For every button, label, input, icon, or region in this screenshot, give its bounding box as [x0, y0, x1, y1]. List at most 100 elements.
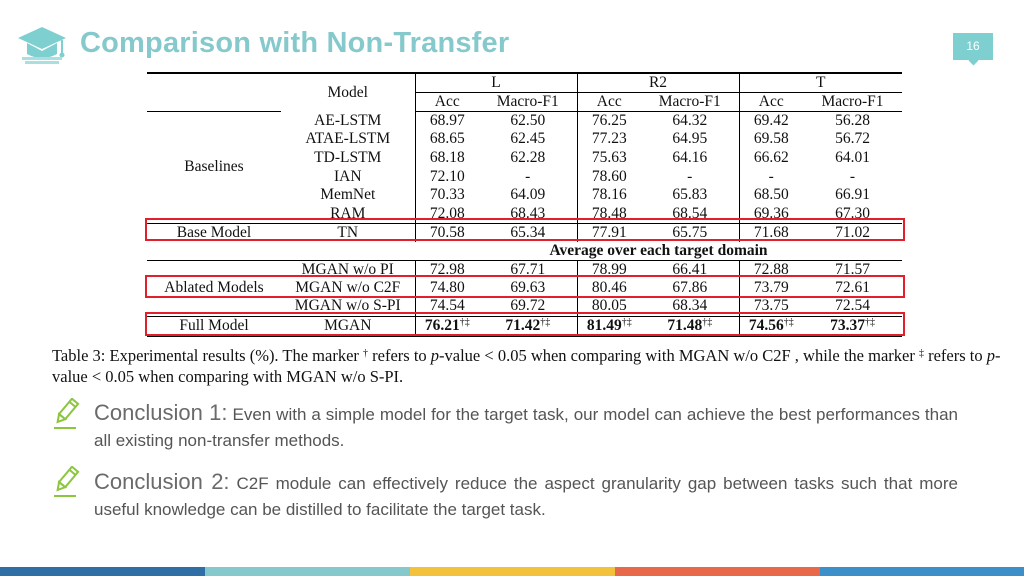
- average-header-row: Average over each target domain: [147, 241, 902, 261]
- table-row: MGAN w/o S-PI 74.54 69.72 80.05 68.34 73…: [147, 297, 902, 317]
- model-name: AE-LSTM: [281, 111, 416, 131]
- model-name: MemNet: [281, 185, 416, 205]
- table-cell: 72.88: [753, 260, 789, 278]
- table-row: MGAN w/o C2F 74.80 69.63 80.46 67.86 73.…: [147, 278, 902, 298]
- table-cell: 64.01: [835, 148, 870, 166]
- table-cell: 77.23: [591, 130, 627, 148]
- table-cell: 67.86: [641, 278, 740, 298]
- conclusion-1: Conclusion 1: Even with a simple model f…: [94, 400, 958, 454]
- table-cell: 65.34: [479, 222, 578, 242]
- model-name: TN: [281, 222, 416, 242]
- table-cell: 66.62: [753, 148, 789, 166]
- results-table: Model L R2 T Acc Macro-F1 Acc Macro-F1 A…: [147, 72, 902, 337]
- table-cell: 72.61: [835, 279, 870, 297]
- conclusion-label: Conclusion 2:: [94, 469, 230, 494]
- score-value: 71.42: [505, 316, 541, 334]
- table-row: MemNet 70.33 64.09 78.16 65.83 68.50 66.…: [147, 185, 902, 205]
- table-cell: 69.42: [753, 112, 789, 130]
- table-cell: 69.72: [479, 297, 578, 317]
- table-cell: 71.68: [739, 222, 803, 242]
- significance-mark: †‡: [783, 316, 794, 328]
- significance-mark: †‡: [540, 316, 551, 328]
- table-cell: 70.33: [429, 186, 465, 204]
- table-caption: Table 3: Experimental results (%). The m…: [52, 346, 1001, 386]
- table-row: ATAE-LSTM 68.65 62.45 77.23 64.95 69.58 …: [147, 130, 902, 149]
- conclusion-text: Even with a simple model for the target …: [94, 405, 958, 450]
- model-name: MGAN w/o C2F: [281, 278, 416, 298]
- table-cell: 68.97: [429, 112, 465, 130]
- metric-header: Macro-F1: [641, 92, 740, 112]
- model-header: Model: [281, 72, 416, 112]
- page-number: 16: [953, 33, 993, 60]
- table-cell: 73.79: [753, 279, 789, 297]
- table-cell: 72.10: [429, 167, 465, 185]
- group-label-ablated: Ablated Models: [164, 279, 264, 297]
- table-cell: 78.60: [591, 167, 627, 185]
- metric-header: Acc: [415, 92, 479, 112]
- table-cell: 66.41: [641, 260, 740, 279]
- graduation-cap-icon: [18, 27, 66, 64]
- table-row-base-model: Base Model TN 70.58 65.34 77.91 65.75 71…: [147, 222, 902, 242]
- table-cell: 73.75: [753, 297, 789, 315]
- domain-header: R2: [577, 72, 740, 93]
- table-cell: 64.95: [641, 130, 740, 149]
- footer-bar-segment: [410, 567, 615, 576]
- score-value: 73.37: [830, 316, 865, 334]
- model-name: MGAN w/o PI: [281, 260, 416, 279]
- metric-header: Macro-F1: [803, 92, 902, 112]
- table-cell: -: [641, 167, 740, 186]
- table-cell: -: [479, 167, 578, 186]
- table-cell: 62.45: [479, 130, 578, 149]
- table-row: Baselines AE-LSTM 68.97 62.50 76.25 64.3…: [147, 111, 902, 175]
- table-cell: 62.28: [479, 148, 578, 168]
- highlight-box-c2f-row: [145, 275, 905, 298]
- significance-mark: †‡: [702, 316, 713, 328]
- table-cell: 75.63: [591, 148, 627, 166]
- table-cell: 65.75: [641, 222, 740, 242]
- table-cell: 71.57: [835, 260, 870, 278]
- table-cell: 78.48: [591, 204, 627, 222]
- score-value: 74.56: [748, 316, 784, 334]
- conclusion-2: Conclusion 2: C2F module can effectively…: [94, 469, 958, 523]
- table-cell: 64.09: [479, 185, 578, 205]
- domain-header: L: [415, 72, 578, 93]
- table-row: Ablated Models MGAN w/o PI 72.98 67.71 7…: [147, 260, 902, 296]
- table-cell: 70.58: [415, 222, 479, 242]
- table-cell: 71.02: [803, 222, 902, 242]
- table-cell: 65.83: [641, 185, 740, 205]
- footer-bar-segment: [0, 567, 205, 576]
- average-header: Average over each target domain: [415, 241, 902, 261]
- table-cell: 72.08: [429, 204, 465, 222]
- significance-mark: †‡: [621, 316, 632, 328]
- table-row: TD-LSTM 68.18 62.28 75.63 64.16 66.62 64…: [147, 148, 902, 168]
- table-cell: -: [768, 167, 774, 185]
- domain-header: T: [739, 72, 902, 93]
- highlight-box-full-model: [145, 312, 905, 336]
- table-cell: 68.34: [641, 297, 740, 317]
- metric-header: Acc: [739, 92, 803, 112]
- table-row: IAN 72.10 - 78.60 - - -: [147, 167, 902, 186]
- table-cell: 56.28: [835, 112, 870, 130]
- significance-mark: †‡: [459, 316, 470, 328]
- table-cell: 67.30: [835, 204, 870, 222]
- model-name: MGAN w/o S-PI: [281, 297, 416, 317]
- table-cell: 72.54: [835, 297, 870, 315]
- table-cell: 69.63: [479, 278, 578, 298]
- conclusion-text: C2F module can effectively reduce the as…: [94, 474, 958, 519]
- table-cell: 62.50: [479, 111, 578, 131]
- score-value: 81.49: [586, 316, 622, 334]
- metric-header: Macro-F1: [479, 92, 578, 112]
- pencil-icon: [54, 466, 80, 497]
- group-label-baselines: Baselines: [184, 158, 244, 176]
- model-name: ATAE-LSTM: [281, 130, 416, 149]
- table-cell: 69.36: [753, 204, 789, 222]
- table-cell: 68.50: [753, 186, 789, 204]
- table-cell: -: [849, 167, 856, 185]
- table-cell: 74.56†‡: [739, 315, 803, 337]
- table-cell: 78.99: [591, 260, 627, 278]
- score-value: 76.21: [424, 316, 460, 334]
- table-cell: 78.16: [591, 186, 627, 204]
- model-name: TD-LSTM: [281, 148, 416, 168]
- table-cell: 74.54: [429, 297, 465, 315]
- footer-bar-segment: [205, 567, 410, 576]
